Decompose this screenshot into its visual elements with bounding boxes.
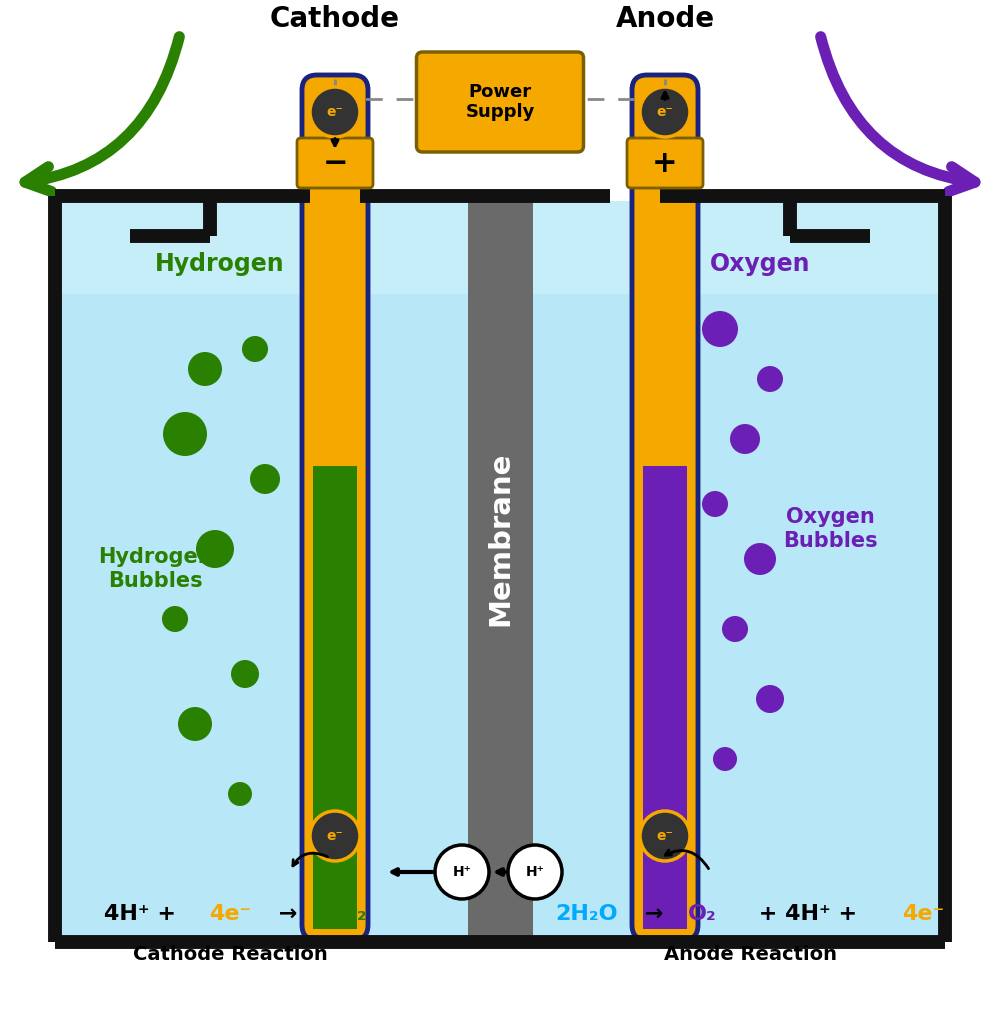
Circle shape	[250, 464, 280, 494]
Circle shape	[178, 707, 212, 741]
Text: Cathode: Cathode	[270, 5, 400, 33]
FancyArrowPatch shape	[821, 37, 975, 191]
Circle shape	[640, 87, 690, 137]
Circle shape	[722, 616, 748, 642]
Circle shape	[231, 660, 259, 688]
Bar	[468, 202, 532, 936]
Circle shape	[162, 606, 188, 632]
Bar	[61, 201, 939, 294]
Text: Hydrogen: Hydrogen	[155, 252, 285, 276]
Text: e⁻: e⁻	[327, 829, 343, 843]
Circle shape	[702, 490, 728, 517]
Circle shape	[702, 311, 738, 347]
Circle shape	[435, 845, 489, 899]
FancyArrowPatch shape	[25, 37, 179, 191]
FancyBboxPatch shape	[632, 75, 698, 940]
Circle shape	[730, 424, 760, 454]
Text: Anode Reaction: Anode Reaction	[664, 944, 836, 964]
Circle shape	[508, 845, 562, 899]
Text: →: →	[637, 904, 671, 924]
Bar	[313, 466, 357, 929]
Text: 4e⁻: 4e⁻	[902, 904, 944, 924]
Text: 4e⁻: 4e⁻	[209, 904, 251, 924]
Text: Hydrogen
Bubbles: Hydrogen Bubbles	[98, 547, 212, 592]
Circle shape	[713, 746, 737, 771]
Bar	[61, 202, 939, 936]
Text: 2H₂: 2H₂	[323, 904, 367, 924]
Text: e⁻: e⁻	[327, 105, 343, 119]
FancyBboxPatch shape	[302, 75, 368, 940]
Circle shape	[310, 87, 360, 137]
Text: Oxygen: Oxygen	[710, 252, 810, 276]
Text: O₂: O₂	[688, 904, 716, 924]
Text: + 4H⁺ +: + 4H⁺ +	[751, 904, 865, 924]
Text: Membrane: Membrane	[486, 452, 514, 627]
Circle shape	[163, 412, 207, 456]
Text: e⁻: e⁻	[657, 105, 673, 119]
FancyBboxPatch shape	[416, 52, 584, 152]
Text: −: −	[322, 148, 348, 177]
Circle shape	[756, 685, 784, 713]
Text: 4H⁺ +: 4H⁺ +	[104, 904, 183, 924]
Text: Oxygen
Bubbles: Oxygen Bubbles	[783, 507, 877, 551]
Text: Power
Supply: Power Supply	[465, 83, 535, 122]
Circle shape	[228, 782, 252, 806]
Circle shape	[757, 366, 783, 392]
Circle shape	[640, 811, 690, 861]
Text: H⁺: H⁺	[453, 865, 471, 879]
Bar	[643, 466, 687, 929]
Circle shape	[188, 352, 222, 386]
FancyBboxPatch shape	[627, 138, 703, 188]
Text: e⁻: e⁻	[657, 829, 673, 843]
Text: 2H₂O: 2H₂O	[555, 904, 618, 924]
Text: →: →	[271, 904, 305, 924]
Text: +: +	[652, 148, 678, 177]
Circle shape	[744, 543, 776, 575]
Circle shape	[196, 530, 234, 568]
Text: H⁺: H⁺	[526, 865, 544, 879]
Text: Anode: Anode	[615, 5, 715, 33]
Text: Cathode Reaction: Cathode Reaction	[133, 944, 327, 964]
FancyBboxPatch shape	[297, 138, 373, 188]
Circle shape	[310, 811, 360, 861]
Circle shape	[242, 336, 268, 362]
